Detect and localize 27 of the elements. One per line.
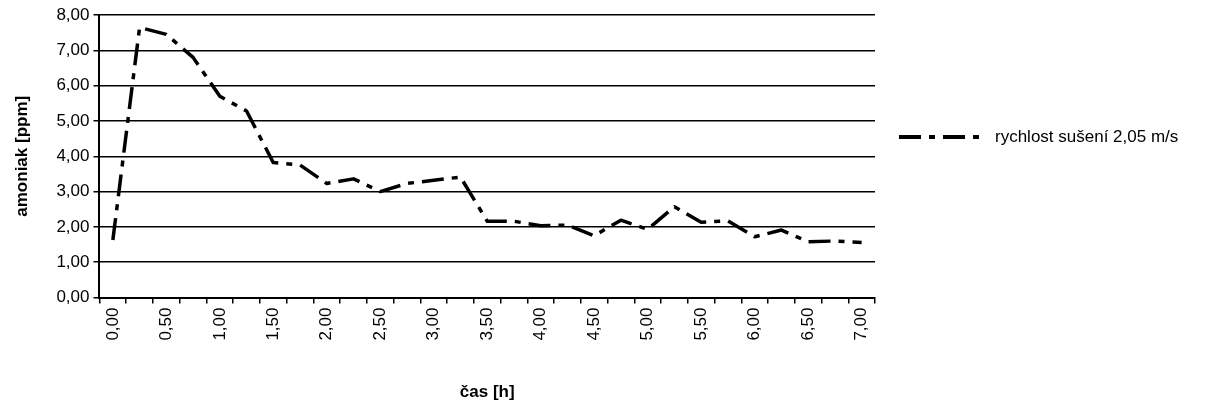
x-tick-label: 3,50 bbox=[476, 307, 496, 341]
x-tick-label: 1,00 bbox=[209, 307, 229, 341]
x-tick-label: 6,00 bbox=[744, 307, 764, 341]
x-tick-label: 4,00 bbox=[530, 307, 550, 341]
y-axis-title: amoniak [ppm] bbox=[11, 95, 31, 217]
text: rychlost sušení 2,05 m/s bbox=[995, 126, 1180, 149]
y-tick-label: 4,00 bbox=[56, 145, 90, 165]
x-tick-label: 1,50 bbox=[263, 307, 282, 341]
x-tick-label: 6,50 bbox=[797, 307, 817, 341]
x-tick-label: 2,00 bbox=[316, 307, 336, 341]
x-tick-label: 0,00 bbox=[102, 307, 122, 341]
x-tick-label: 5,50 bbox=[690, 307, 710, 341]
y-tick-label: 1,00 bbox=[56, 251, 90, 271]
x-tick-label: 0,50 bbox=[156, 307, 176, 341]
x-tick-label: 5,00 bbox=[637, 307, 657, 341]
y-tick-label: 7,00 bbox=[56, 40, 90, 59]
y-tick-label: 0,00 bbox=[56, 287, 90, 307]
x-tick-label: 4,50 bbox=[583, 307, 603, 341]
x-tick-label: 2,50 bbox=[369, 307, 389, 341]
x-axis-title: čas [h] bbox=[459, 382, 515, 402]
y-tick-label: 3,00 bbox=[56, 181, 90, 201]
y-tick-label: 5,00 bbox=[56, 110, 90, 130]
x-tick-label: 3,00 bbox=[423, 307, 443, 341]
y-tick-label: 2,00 bbox=[56, 216, 90, 236]
x-tick-label: 7,00 bbox=[851, 307, 871, 341]
y-tick-label: 6,00 bbox=[56, 75, 90, 95]
y-tick-label: 8,00 bbox=[56, 4, 90, 24]
